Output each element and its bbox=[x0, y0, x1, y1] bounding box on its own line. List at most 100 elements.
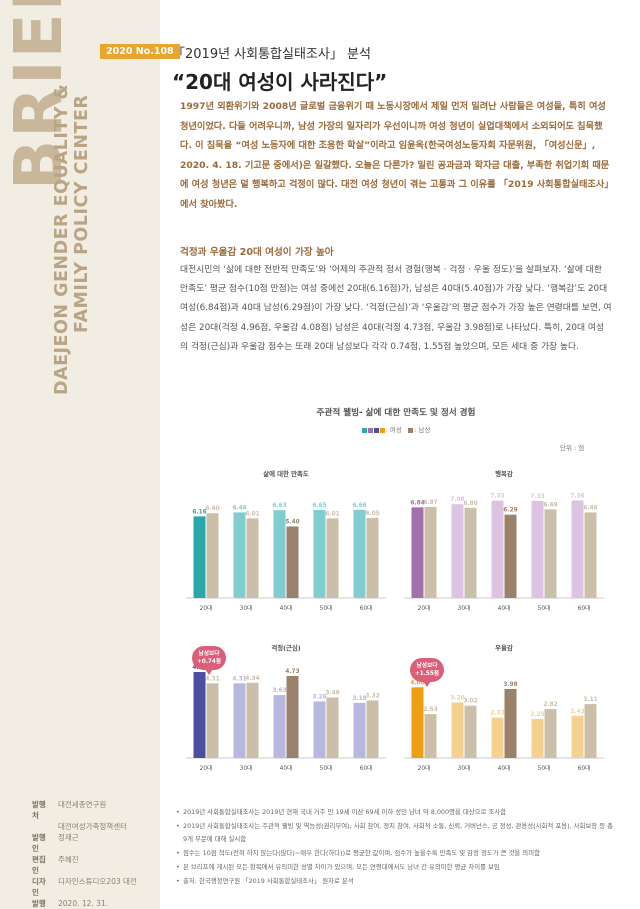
data-label: 3.20 bbox=[450, 696, 464, 702]
bar-female bbox=[411, 687, 424, 758]
category-label: 50대 bbox=[320, 604, 333, 612]
bar-male bbox=[464, 507, 477, 598]
category-label: 60대 bbox=[578, 764, 591, 772]
bar-male bbox=[206, 683, 219, 758]
panel-title: 우울감 bbox=[495, 643, 513, 652]
data-label: 2.25 bbox=[530, 712, 544, 718]
data-label: 6.63 bbox=[272, 503, 286, 509]
category-label: 60대 bbox=[360, 764, 373, 772]
bar-female bbox=[313, 509, 326, 598]
panel-title: 행복감 bbox=[495, 469, 513, 478]
data-label: 6.66 bbox=[352, 503, 366, 509]
callout-line: 남성보다 bbox=[198, 650, 220, 657]
data-label: 4.34 bbox=[245, 676, 259, 682]
data-label: 6.01 bbox=[245, 511, 259, 517]
bar-male bbox=[464, 705, 477, 758]
bar-female bbox=[451, 504, 464, 598]
bar-male bbox=[366, 517, 379, 598]
data-label: 6.01 bbox=[325, 511, 339, 517]
category-label: 30대 bbox=[240, 764, 253, 772]
category-label: 50대 bbox=[538, 604, 551, 612]
category-label: 20대 bbox=[418, 764, 431, 772]
bar-female bbox=[353, 509, 366, 598]
data-label: 3.18 bbox=[352, 696, 366, 702]
bar-male bbox=[286, 676, 299, 758]
data-label: 7.35 bbox=[490, 494, 504, 500]
data-label: 6.87 bbox=[423, 500, 437, 506]
bar-female bbox=[411, 507, 424, 598]
bar-female bbox=[531, 719, 544, 758]
legend-female-label: : 여성 bbox=[385, 426, 402, 434]
bar-female bbox=[491, 500, 504, 598]
category-label: 30대 bbox=[458, 604, 471, 612]
legend-male-label: : 남성 bbox=[414, 426, 431, 434]
data-label: 2.33 bbox=[490, 711, 504, 717]
bar-female bbox=[531, 500, 544, 598]
data-label: 3.26 bbox=[312, 694, 326, 700]
bar-male bbox=[584, 512, 597, 598]
bar-female bbox=[451, 702, 464, 758]
category-label: 30대 bbox=[458, 764, 471, 772]
bar-female bbox=[233, 683, 246, 758]
section-heading: 걱정과 우울감 20대 여성이 가장 높아 bbox=[180, 247, 334, 258]
colophon-value: 주혜진 bbox=[58, 855, 79, 864]
footnotes: 2019년 사회통합실태조사는 2019년 현재 국내 거주 만 19세 이상 … bbox=[176, 806, 616, 888]
colophon-value: 정재근 bbox=[58, 833, 79, 842]
bar-female bbox=[491, 717, 504, 758]
legend-swatch-female-1 bbox=[361, 427, 367, 433]
issue-badge: 2020 No.108 bbox=[100, 44, 180, 59]
bar-male bbox=[326, 518, 339, 598]
footnote-item: 본 브리프에 게시된 모든 항목에서 유의미한 성별 차이가 있으며, 모든 연… bbox=[176, 861, 616, 875]
legend-swatch-female-3 bbox=[373, 427, 379, 433]
data-label: 6.29 bbox=[503, 508, 517, 514]
callout-line: 남성보다 bbox=[416, 662, 438, 669]
colophon-key: 발행일 bbox=[32, 899, 46, 908]
bar-male bbox=[246, 682, 259, 758]
bar-male bbox=[246, 518, 259, 598]
bar-male bbox=[206, 513, 219, 598]
data-label: 6.40 bbox=[205, 506, 219, 512]
category-label: 20대 bbox=[200, 764, 213, 772]
data-label: 3.11 bbox=[583, 697, 597, 703]
colophon-row: 발행일 2020. 12. 31. bbox=[32, 898, 137, 909]
data-label: 6.69 bbox=[543, 502, 557, 508]
center-name-line1: DAEJEON GENDER EQUALITY & bbox=[52, 83, 72, 395]
bar-male bbox=[504, 514, 517, 598]
footnote-item: 출처: 한국행정연구원 「2019 사회통합실태조사」 원자료 분석 bbox=[176, 875, 616, 889]
legend-swatch-male bbox=[408, 427, 414, 433]
category-label: 60대 bbox=[578, 604, 591, 612]
data-label: 3.02 bbox=[463, 699, 477, 705]
data-label: 3.49 bbox=[325, 691, 339, 697]
category-label: 30대 bbox=[240, 604, 253, 612]
data-label: 6.16 bbox=[192, 509, 206, 515]
data-label: 5.40 bbox=[285, 519, 299, 525]
chart-depression: 우울감 4.08 2.53 20대 3.20 3.02 30대 2.33 3.98 40대 2.25… bbox=[404, 642, 604, 772]
category-label: 50대 bbox=[320, 764, 333, 772]
data-label: 7.36 bbox=[570, 493, 584, 499]
colophon-key: 발행처 bbox=[32, 800, 46, 820]
bar-female bbox=[193, 516, 206, 598]
bar-female bbox=[571, 500, 584, 598]
report-title: “20대 여성이 사라진다” bbox=[172, 70, 388, 94]
data-label: 4.31 bbox=[205, 676, 219, 682]
sidebar: BRIEF DAEJEON GENDER EQUALITY & FAMILY P… bbox=[0, 0, 160, 909]
legend-swatch-female-4 bbox=[379, 427, 385, 433]
footnote-item: 2019년 사회통합실태조사는 주관적 웰빙 및 역능성(권리부여), 사회 참… bbox=[176, 820, 616, 847]
bar-male bbox=[366, 700, 379, 758]
data-label: 6.84 bbox=[410, 500, 424, 506]
footnote-item: 2019년 사회통합실태조사는 2019년 현재 국내 거주 만 19세 이상 … bbox=[176, 806, 616, 820]
data-label: 6.80 bbox=[463, 501, 477, 507]
colophon: 발행처 대전세종연구원 대전여성가족정책센터 발행인 정재근 편집인 주혜진 디자인 디자인스튜… bbox=[32, 799, 137, 909]
callout-line: +1.55점 bbox=[414, 671, 440, 677]
section-body: 대전시민의 ‘삶에 대한 전반적 만족도’와 ‘어제의 주관적 정서 경험(행복… bbox=[180, 265, 612, 352]
bar-female bbox=[353, 702, 366, 758]
panel-title: 걱정(근심) bbox=[271, 643, 300, 652]
colophon-key bbox=[32, 821, 52, 832]
category-label: 40대 bbox=[498, 604, 511, 612]
panel-title: 삶에 대한 만족도 bbox=[263, 469, 309, 478]
category-label: 20대 bbox=[418, 604, 431, 612]
chart-worry: 걱정(근심)4.964.3120대4.314.3430대3.634.7340대3… bbox=[186, 642, 386, 772]
legend-swatch-female-2 bbox=[367, 427, 373, 433]
category-label: 40대 bbox=[498, 764, 511, 772]
report-subtitle: 「2019년 사회통합실태조사」 분석 bbox=[172, 47, 371, 62]
